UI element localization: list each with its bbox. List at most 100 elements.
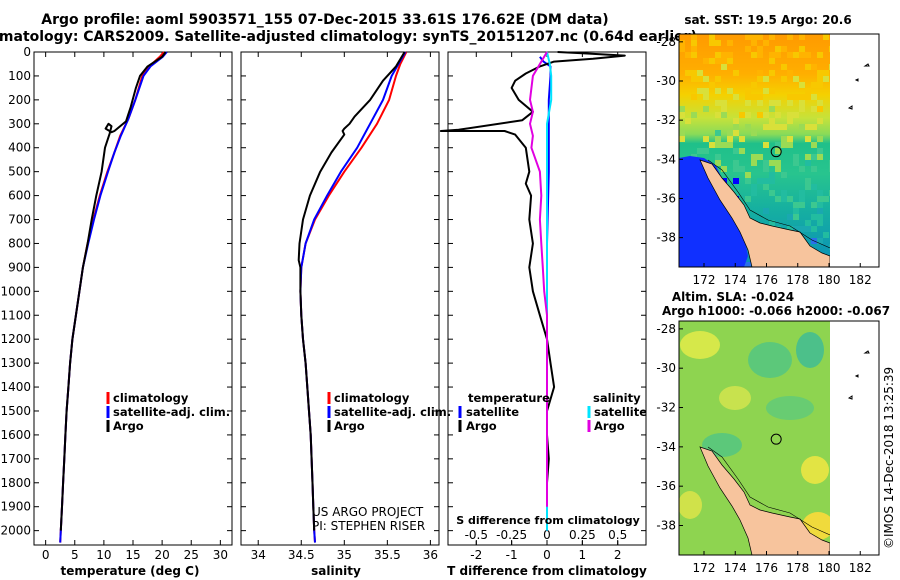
sst-pixel xyxy=(751,40,757,46)
s-tick-label: -0.25 xyxy=(496,528,527,542)
lon-tick-label: 182 xyxy=(849,561,872,575)
sla-bathymetry-contour xyxy=(707,446,830,536)
sst-pixel xyxy=(829,64,830,70)
s-tick-label: 0.25 xyxy=(569,528,596,542)
sst-pixel xyxy=(829,244,830,250)
sst-pixel xyxy=(757,178,763,184)
sst-pixel xyxy=(721,106,727,112)
sst-pixel xyxy=(769,52,775,58)
sst-pixel xyxy=(733,118,739,124)
y-tick-label: 1000 xyxy=(0,284,31,298)
lat-tick-label: -32 xyxy=(656,113,676,127)
sst-pixel xyxy=(799,124,805,130)
sst-pixel xyxy=(751,94,757,100)
sst-pixel xyxy=(817,238,823,244)
sst-pixel xyxy=(799,52,805,58)
sst-pixel xyxy=(685,70,691,76)
sst-pixel xyxy=(805,88,811,94)
sst-pixel xyxy=(679,40,685,46)
lon-tick-label: 178 xyxy=(786,273,809,287)
sst-pixel xyxy=(805,160,811,166)
lat-tick-label: -34 xyxy=(656,440,676,454)
sst-pixel xyxy=(811,64,817,70)
sst-pixel xyxy=(793,52,799,58)
sst-pixel xyxy=(799,82,805,88)
sst-pixel xyxy=(709,40,715,46)
sst-pixel xyxy=(769,178,775,184)
legend-title-salinity: salinity xyxy=(593,391,641,405)
sst-land-north-island xyxy=(699,159,830,267)
y-tick-label: 700 xyxy=(8,213,31,227)
series-line-satellite-adj-clim- xyxy=(59,51,168,543)
sst-pixel xyxy=(787,214,793,220)
sst-pixel xyxy=(805,154,811,160)
sst-pixel xyxy=(691,70,697,76)
sst-pixel xyxy=(697,88,703,94)
sst-pixel xyxy=(715,40,721,46)
sst-pixel xyxy=(781,196,787,202)
sla-island-1 xyxy=(863,350,870,354)
sst-pixel xyxy=(793,202,799,208)
sst-pixel xyxy=(763,76,769,82)
sst-pixel xyxy=(685,118,691,124)
sla-islands xyxy=(847,350,870,400)
sst-pixel xyxy=(823,70,829,76)
y-tick-label: 1200 xyxy=(0,332,31,346)
sst-pixel xyxy=(757,34,763,40)
sst-pixel xyxy=(769,100,775,106)
sst-pixel xyxy=(769,172,775,178)
s-tick-label: 0.5 xyxy=(608,528,627,542)
figure-title-line1: Argo profile: aoml 5903571_155 07-Dec-20… xyxy=(41,12,608,28)
lat-tick-label: -34 xyxy=(656,152,676,166)
sst-pixel xyxy=(733,124,739,130)
legend-label-s-argo: Argo xyxy=(594,419,625,433)
sst-map-lat-axis: -28 -30 -32 -34 -36 -38 xyxy=(656,35,683,245)
sst-pixel xyxy=(805,64,811,70)
sst-pixel xyxy=(775,160,781,166)
sst-pixel xyxy=(757,112,763,118)
sst-pixel xyxy=(727,58,733,64)
sst-pixel xyxy=(817,208,823,214)
sst-pixel xyxy=(763,160,769,166)
lat-tick-label: -28 xyxy=(656,322,676,336)
sla-island-3 xyxy=(847,395,853,400)
x-tick-label: 1 xyxy=(579,548,587,562)
sst-pixel xyxy=(697,70,703,76)
sst-pixel xyxy=(817,118,823,124)
sst-pixel xyxy=(757,100,763,106)
sla-blob xyxy=(679,491,702,519)
y-tick-label: 900 xyxy=(8,260,31,274)
sst-pixel xyxy=(799,202,805,208)
sst-bathymetry-contour xyxy=(707,159,830,249)
sst-island-2 xyxy=(854,78,859,82)
sst-pixel xyxy=(739,136,745,142)
sst-pixel xyxy=(733,178,739,184)
sst-pixel xyxy=(811,202,817,208)
difference-panel: -2 -1 0 1 2 -0.5 -0.25 0 0.25 0.5 S difference f… xyxy=(439,51,647,578)
sst-pixel xyxy=(781,142,787,148)
sst-pixel xyxy=(745,34,751,40)
legend-title-temperature: temperature xyxy=(468,391,550,405)
sst-pixel xyxy=(757,94,763,100)
lon-tick-label: 176 xyxy=(755,561,778,575)
sst-pixel xyxy=(769,160,775,166)
x-tick-label: 34 xyxy=(251,548,266,562)
credit-project: US ARGO PROJECT xyxy=(312,505,424,519)
sst-island-1 xyxy=(863,63,870,67)
sst-pixel xyxy=(817,76,823,82)
sla-no-data-area xyxy=(830,321,879,555)
sst-pixel xyxy=(727,52,733,58)
sst-pixel xyxy=(715,52,721,58)
y-tick-label: 1900 xyxy=(0,500,31,514)
sst-pixel xyxy=(751,130,757,136)
sst-pixel xyxy=(793,226,799,232)
sst-pixel xyxy=(781,136,787,142)
sst-pixel xyxy=(763,178,769,184)
sst-map-panel: sat. SST: 19.5 Argo: 20.6 172 174 176 178 18… xyxy=(656,13,880,287)
sla-blob xyxy=(766,396,814,420)
sst-pixel xyxy=(703,136,709,142)
sst-pixel xyxy=(733,166,739,172)
sst-pixel xyxy=(763,208,769,214)
lat-tick-label: -38 xyxy=(656,519,676,533)
sla-blob xyxy=(680,331,720,359)
